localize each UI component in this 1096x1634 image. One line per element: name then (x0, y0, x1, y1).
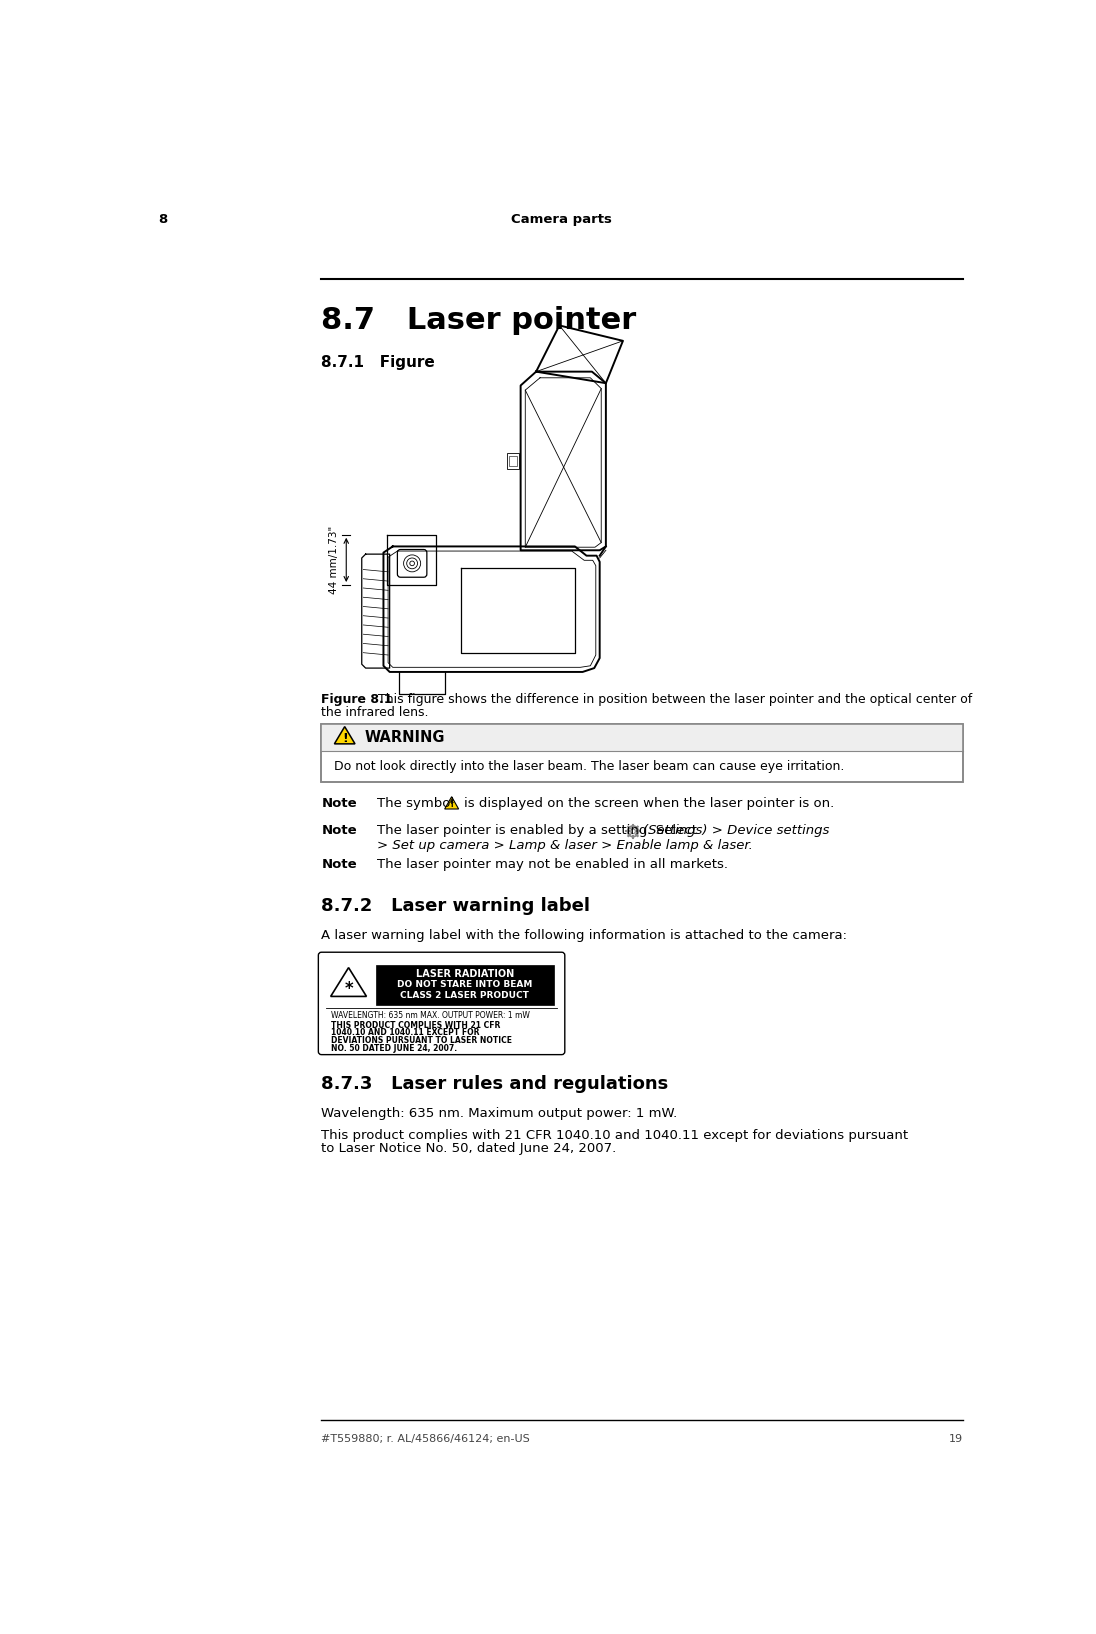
FancyBboxPatch shape (318, 953, 564, 1054)
Text: !: ! (342, 732, 347, 745)
Text: *: * (344, 980, 353, 998)
Text: A laser warning label with the following information is attached to the camera:: A laser warning label with the following… (321, 930, 847, 943)
Bar (376, 964, 553, 1005)
Text: 8.7.2   Laser warning label: 8.7.2 Laser warning label (321, 897, 591, 915)
Text: 8: 8 (159, 212, 168, 225)
Text: NO. 50 DATED JUNE 24, 2007.: NO. 50 DATED JUNE 24, 2007. (331, 1044, 457, 1052)
Text: LASER RADIATION: LASER RADIATION (415, 969, 514, 979)
Text: *: * (449, 799, 454, 809)
Text: The laser pointer may not be enabled in all markets.: The laser pointer may not be enabled in … (377, 858, 728, 871)
Text: Note: Note (321, 797, 357, 810)
Text: 8.7   Laser pointer: 8.7 Laser pointer (321, 306, 637, 335)
Text: Camera parts: Camera parts (511, 212, 613, 225)
Text: > Set up camera > Lamp & laser > Enable lamp & laser.: > Set up camera > Lamp & laser > Enable … (377, 838, 753, 851)
Text: The laser pointer is enabled by a setting. Select: The laser pointer is enabled by a settin… (377, 825, 697, 837)
Text: Do not look directly into the laser beam. The laser beam can cause eye irritatio: Do not look directly into the laser beam… (334, 760, 844, 773)
Text: to Laser Notice No. 50, dated June 24, 2007.: to Laser Notice No. 50, dated June 24, 2… (321, 1142, 617, 1155)
Text: WAVELENGTH: 635 nm MAX. OUTPUT POWER: 1 mW: WAVELENGTH: 635 nm MAX. OUTPUT POWER: 1 … (331, 1011, 529, 1020)
Text: 8.7.1   Figure: 8.7.1 Figure (321, 355, 435, 369)
Bar (321, 724, 963, 752)
Polygon shape (334, 727, 355, 743)
Text: This figure shows the difference in position between the laser pointer and the o: This figure shows the difference in posi… (374, 693, 972, 706)
Text: This product complies with 21 CFR 1040.10 and 1040.11 except for deviations purs: This product complies with 21 CFR 1040.1… (321, 1129, 909, 1142)
Text: Figure 8.1: Figure 8.1 (321, 693, 393, 706)
Bar (321, 724, 963, 783)
Bar (321, 724, 963, 783)
Text: the infrared lens.: the infrared lens. (321, 706, 429, 719)
Text: Wavelength: 635 nm. Maximum output power: 1 mW.: Wavelength: 635 nm. Maximum output power… (321, 1106, 677, 1119)
Text: Note: Note (321, 858, 357, 871)
Text: The symbol: The symbol (377, 797, 455, 810)
Text: WARNING: WARNING (365, 730, 445, 745)
Text: Note: Note (321, 825, 357, 837)
Polygon shape (331, 967, 366, 997)
Text: CLASS 2 LASER PRODUCT: CLASS 2 LASER PRODUCT (400, 990, 529, 1000)
Text: #T559880; r. AL/45866/46124; en-US: #T559880; r. AL/45866/46124; en-US (321, 1435, 530, 1444)
Bar (509, 456, 516, 466)
Text: THIS PRODUCT COMPLIES WITH 21 CFR: THIS PRODUCT COMPLIES WITH 21 CFR (331, 1021, 500, 1029)
Text: is displayed on the screen when the laser pointer is on.: is displayed on the screen when the lase… (464, 797, 834, 810)
Text: 19: 19 (949, 1435, 963, 1444)
Text: DO NOT STARE INTO BEAM: DO NOT STARE INTO BEAM (397, 980, 533, 989)
Bar (506, 453, 520, 469)
Text: 44 mm/1.73": 44 mm/1.73" (329, 526, 339, 595)
Text: (Settings) > Device settings: (Settings) > Device settings (643, 825, 830, 837)
Text: 1040.10 AND 1040.11 EXCEPT FOR: 1040.10 AND 1040.11 EXCEPT FOR (331, 1028, 479, 1038)
Text: 8.7.3   Laser rules and regulations: 8.7.3 Laser rules and regulations (321, 1075, 669, 1093)
Text: DEVIATIONS PURSUANT TO LASER NOTICE: DEVIATIONS PURSUANT TO LASER NOTICE (331, 1036, 512, 1046)
Polygon shape (445, 797, 458, 809)
